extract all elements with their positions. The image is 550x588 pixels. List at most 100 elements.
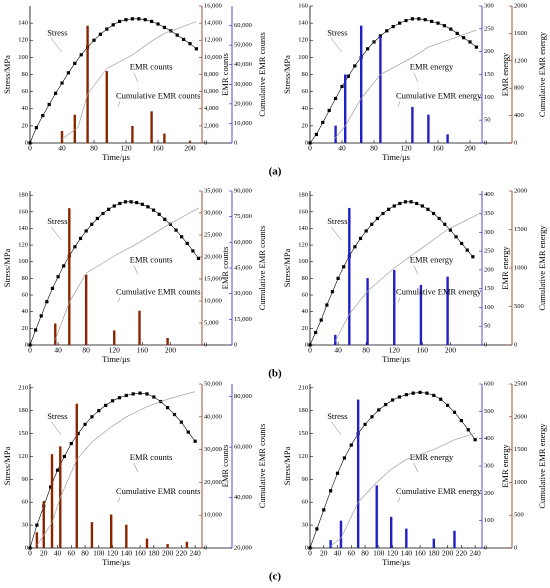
y2-tick-label: 350 <box>484 210 494 217</box>
y-tick-label: 40 <box>22 308 29 315</box>
leader-line <box>413 72 418 82</box>
y2-tick-label: 600 <box>484 380 494 387</box>
marker <box>175 33 179 37</box>
marker <box>314 132 318 137</box>
x-tick-label: 160 <box>134 549 146 558</box>
x-tick-label: 200 <box>162 549 174 558</box>
y-tick-label: 90 <box>22 476 29 483</box>
marker <box>140 202 144 206</box>
y2-tick-label: 250 <box>484 25 494 32</box>
marker <box>468 40 472 44</box>
marker <box>340 84 344 89</box>
marker <box>83 422 87 427</box>
x-tick-label: 180 <box>428 549 440 558</box>
marker <box>34 125 38 130</box>
y2-tick-label: 200 <box>484 490 494 497</box>
bar <box>150 111 153 143</box>
y3-tick-label: 1200 <box>514 57 527 64</box>
y-tick-label: 150 <box>18 430 28 437</box>
y2-tick-label: 35,000 <box>204 187 222 194</box>
marker <box>397 395 402 399</box>
marker <box>45 300 49 304</box>
x-tick-label: 200 <box>165 346 177 355</box>
y3-tick-label: 0 <box>234 139 237 146</box>
y-tick-label: 140 <box>298 20 308 27</box>
marker <box>179 420 183 424</box>
y3-tick-label: 0 <box>234 341 237 348</box>
leader-line <box>117 101 121 107</box>
marker <box>390 398 395 402</box>
bar <box>366 278 369 345</box>
marker <box>110 399 115 403</box>
y3-tick-label: 500 <box>514 512 524 519</box>
x-tick-label: 120 <box>120 144 132 153</box>
y3-axis-label: Cumulative EMR energy <box>537 423 547 509</box>
x-tick-label: 80 <box>82 346 90 355</box>
y-tick-label: 120 <box>18 242 28 249</box>
x-tick-label: 40 <box>334 346 342 355</box>
bar <box>344 74 347 143</box>
y2-tick-label: 0 <box>204 139 207 146</box>
y2-tick-label: 50 <box>484 323 491 330</box>
marker <box>473 438 477 442</box>
y2-tick-label: 15,000 <box>204 275 222 282</box>
y-tick-label: 60 <box>22 292 29 299</box>
marker <box>90 415 94 419</box>
bar <box>453 530 456 548</box>
line <box>36 391 196 546</box>
y2-tick-label: 100 <box>484 517 494 524</box>
y2-tick-label: 300 <box>484 462 494 469</box>
y-tick-label: 0 <box>25 139 28 146</box>
marker <box>446 403 450 407</box>
bar <box>360 25 363 144</box>
x-tick-label: 0 <box>308 549 312 558</box>
marker <box>28 546 32 550</box>
annotation: Cumulative EMR counts <box>116 486 201 496</box>
y3-tick-label: 0 <box>514 341 517 348</box>
y2-tick-label: 12,000 <box>204 37 222 44</box>
line <box>61 21 197 140</box>
marker <box>62 454 66 459</box>
marker <box>330 290 335 294</box>
marker <box>448 228 453 232</box>
marker <box>364 229 368 233</box>
bar <box>138 310 141 345</box>
leader-line <box>397 497 401 503</box>
marker <box>431 211 436 216</box>
x-tick-label: 40 <box>54 549 62 558</box>
y-tick-label: 140 <box>298 225 308 232</box>
marker <box>66 71 70 75</box>
marker <box>196 256 201 261</box>
marker <box>39 314 43 318</box>
bar <box>90 522 94 548</box>
line <box>334 213 479 342</box>
bar <box>446 276 449 345</box>
bar <box>419 284 423 345</box>
marker <box>111 23 115 27</box>
marker <box>55 468 60 472</box>
y3-tick-label: 0 <box>514 139 517 146</box>
annotation: EMR energy <box>410 452 454 462</box>
bar <box>35 532 39 548</box>
x-axis-label: Time/μs <box>382 354 410 364</box>
marker <box>97 409 101 413</box>
bar <box>109 514 113 548</box>
bar <box>432 538 436 548</box>
bar <box>84 274 88 345</box>
line <box>29 18 197 144</box>
y-tick-label: 60 <box>22 88 29 95</box>
bar <box>185 541 189 548</box>
marker <box>334 96 338 101</box>
y3-tick-label: 2000 <box>514 187 527 194</box>
annotation: Stress <box>327 27 347 37</box>
annotation: Stress <box>47 27 67 37</box>
marker <box>84 229 88 233</box>
marker <box>430 19 434 24</box>
line <box>333 29 477 140</box>
bar <box>163 133 166 143</box>
marker <box>60 81 64 85</box>
y2-tick-label: 200 <box>484 266 494 273</box>
y3-tick-label: 75,000 <box>234 213 252 220</box>
y-tick-label: 100 <box>18 258 28 265</box>
marker <box>370 222 374 226</box>
